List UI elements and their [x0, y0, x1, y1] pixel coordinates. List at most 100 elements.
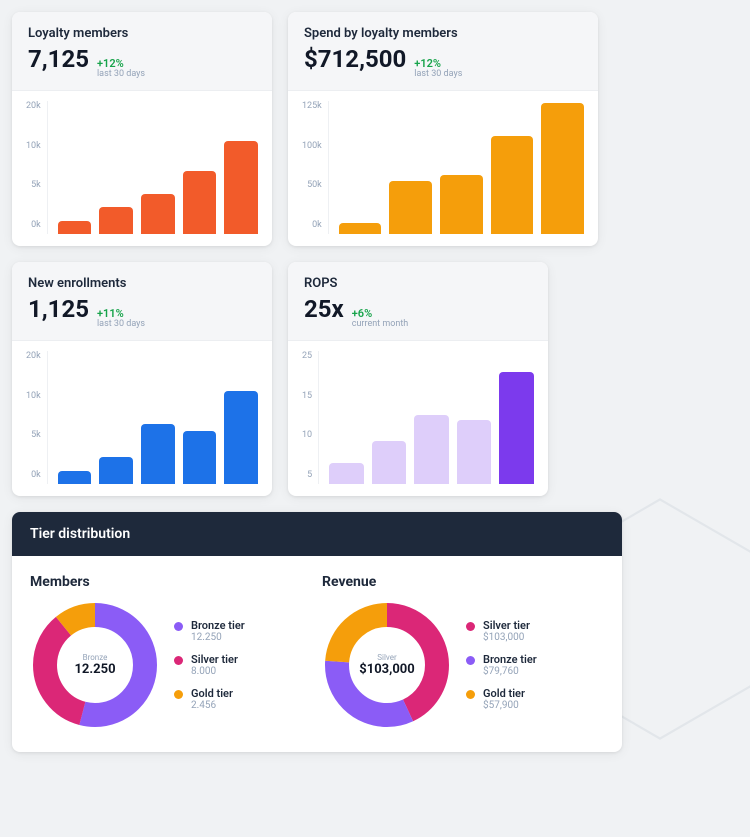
- card-header: Spend by loyalty members $712,500+12%last…: [288, 12, 598, 91]
- tier-card-body: MembersBronze12.250Bronze tier12.250Silv…: [12, 556, 622, 752]
- donut-row: Bronze12.250Bronze tier12.250Silver tier…: [30, 600, 312, 730]
- metric-value: 25x: [304, 295, 344, 323]
- y-tick: 15: [302, 391, 312, 401]
- y-tick: 0k: [312, 220, 322, 230]
- tier-section: RevenueSilver$103,000Silver tier$103,000…: [322, 574, 604, 730]
- y-tick: 20k: [26, 101, 41, 111]
- bars: [328, 101, 584, 234]
- y-tick: 0k: [31, 220, 41, 230]
- donut-center-label: Silver: [359, 653, 414, 662]
- legend-name: Bronze tier: [483, 653, 537, 666]
- tier-distribution-card: Tier distribution MembersBronze12.250Bro…: [12, 512, 622, 752]
- bar-chart: 20k 10k 5k 0k: [12, 341, 272, 496]
- bar: [339, 223, 382, 234]
- y-tick: 50k: [307, 180, 322, 190]
- legend-value: $79,760: [483, 666, 537, 677]
- bars: [47, 101, 258, 234]
- legend-item: Gold tier$57,900: [466, 687, 537, 711]
- metrics-row-2: New enrollments 1,125+11%last 30 days 20k 1…: [12, 262, 738, 496]
- card-header: ROPS25x+6%current month: [288, 262, 548, 341]
- bar: [99, 457, 133, 484]
- bar: [183, 171, 217, 234]
- bar: [141, 194, 175, 234]
- legend-item: Silver tier8.000: [174, 653, 245, 677]
- card-metrics: 1,125+11%last 30 days: [28, 295, 256, 330]
- donut-chart: Bronze12.250: [30, 600, 160, 730]
- y-tick: 20k: [26, 351, 41, 361]
- y-tick: 10k: [26, 391, 41, 401]
- card-title: Spend by loyalty members: [304, 26, 582, 41]
- bar: [141, 424, 175, 484]
- card-metrics: 7,125+12%last 30 days: [28, 45, 256, 80]
- bar: [541, 103, 584, 234]
- legend-item: Gold tier2.456: [174, 687, 245, 711]
- legend-dot: [174, 656, 183, 665]
- y-axis: 25 15 10 5: [302, 351, 318, 484]
- bar: [457, 420, 492, 484]
- loyalty-members-card: Loyalty members 7,125+12%last 30 days 20k 1…: [12, 12, 272, 246]
- metric-period: last 30 days: [97, 70, 145, 80]
- spend-loyalty-card: Spend by loyalty members $712,500+12%last…: [288, 12, 598, 246]
- legend-dot: [174, 622, 183, 631]
- y-tick: 125k: [302, 101, 322, 111]
- y-axis: 20k 10k 5k 0k: [26, 351, 47, 484]
- legend-dot: [466, 690, 475, 699]
- bar: [224, 391, 258, 484]
- card-header: New enrollments 1,125+11%last 30 days: [12, 262, 272, 341]
- bar-chart: 25 15 10 5: [288, 341, 548, 496]
- y-axis: 20k 10k 5k 0k: [26, 101, 47, 234]
- y-axis: 125k100k50k0k: [302, 101, 328, 234]
- legend-dot: [466, 656, 475, 665]
- y-tick: 5k: [31, 180, 41, 190]
- y-tick: 0k: [31, 470, 41, 480]
- legend-item: Silver tier$103,000: [466, 619, 537, 643]
- card-title: Loyalty members: [28, 26, 256, 41]
- donut-center: Silver$103,000: [359, 653, 414, 677]
- bar: [183, 431, 217, 484]
- bar: [372, 441, 407, 484]
- legend-value: $103,000: [483, 632, 530, 643]
- bar: [389, 181, 432, 234]
- metric-value: $712,500: [304, 45, 406, 73]
- bar: [440, 175, 483, 234]
- card-title: New enrollments: [28, 276, 256, 291]
- bars: [47, 351, 258, 484]
- donut-center-value: 12.250: [74, 662, 115, 677]
- metric-period: last 30 days: [97, 320, 145, 330]
- y-tick: 10: [302, 430, 312, 440]
- bar: [491, 136, 534, 234]
- bar: [224, 141, 258, 234]
- y-tick: 5: [307, 470, 312, 480]
- legend: Silver tier$103,000 Bronze tier$79,760 Gol…: [466, 619, 537, 712]
- new-enrollments-card: New enrollments 1,125+11%last 30 days 20k 1…: [12, 262, 272, 496]
- donut-chart: Silver$103,000: [322, 600, 452, 730]
- card-metrics: $712,500+12%last 30 days: [304, 45, 582, 80]
- y-tick: 10k: [26, 141, 41, 151]
- tier-section-heading: Members: [30, 574, 312, 590]
- metric-period: current month: [352, 320, 409, 330]
- y-tick: 25: [302, 351, 312, 361]
- bars: [318, 351, 534, 484]
- legend-dot: [174, 690, 183, 699]
- donut-center: Bronze12.250: [74, 653, 115, 677]
- legend-name: Gold tier: [483, 687, 525, 700]
- legend-value: $57,900: [483, 700, 525, 711]
- legend-value: 8.000: [191, 666, 238, 677]
- legend-name: Silver tier: [191, 653, 238, 666]
- donut-center-label: Bronze: [74, 653, 115, 662]
- bar-chart: 125k100k50k0k: [288, 91, 598, 246]
- bar: [58, 471, 92, 484]
- tier-card-title: Tier distribution: [12, 512, 622, 556]
- legend-name: Bronze tier: [191, 619, 245, 632]
- legend-value: 12.250: [191, 632, 245, 643]
- donut-center-value: $103,000: [359, 662, 414, 677]
- metric-value: 1,125: [28, 295, 89, 323]
- card-header: Loyalty members 7,125+12%last 30 days: [12, 12, 272, 91]
- tier-section: MembersBronze12.250Bronze tier12.250Silv…: [30, 574, 312, 730]
- legend-item: Bronze tier$79,760: [466, 653, 537, 677]
- legend-value: 2.456: [191, 700, 233, 711]
- y-tick: 5k: [31, 430, 41, 440]
- rops-card: ROPS25x+6%current month 25 15 10 5: [288, 262, 548, 496]
- bar: [58, 221, 92, 234]
- metric-value: 7,125: [28, 45, 89, 73]
